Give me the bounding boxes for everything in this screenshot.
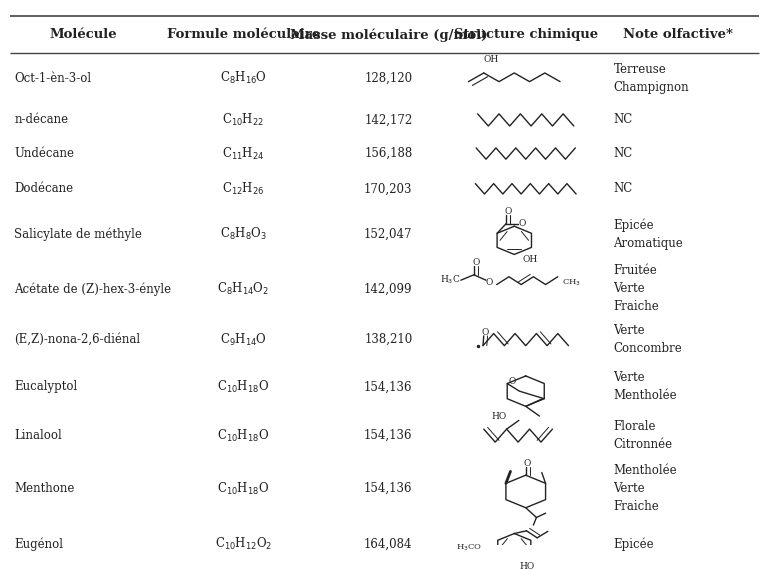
Text: O: O [504, 207, 511, 216]
Text: H$_3$C: H$_3$C [441, 274, 461, 287]
Text: O: O [472, 258, 480, 267]
Text: Fruitée
Verte
Fraiche: Fruitée Verte Fraiche [614, 264, 659, 314]
Text: Dodécane: Dodécane [15, 182, 73, 196]
Text: Menthone: Menthone [15, 482, 75, 495]
Text: NC: NC [614, 182, 633, 196]
Text: 170,203: 170,203 [364, 182, 412, 196]
Text: O: O [524, 459, 531, 468]
Text: 154,136: 154,136 [364, 482, 412, 495]
Text: C$_{10}$H$_{12}$O$_2$: C$_{10}$H$_{12}$O$_2$ [215, 536, 272, 552]
Text: Terreuse
Champignon: Terreuse Champignon [614, 63, 689, 93]
Text: Oct-1-èn-3-ol: Oct-1-èn-3-ol [15, 72, 92, 85]
Text: 154,136: 154,136 [364, 380, 412, 393]
Text: C$_{10}$H$_{18}$O: C$_{10}$H$_{18}$O [217, 378, 269, 395]
Text: Masse moléculaire (g/mol): Masse moléculaire (g/mol) [290, 28, 487, 42]
Text: C$_{12}$H$_{26}$: C$_{12}$H$_{26}$ [222, 181, 265, 197]
Text: Undécane: Undécane [15, 147, 75, 160]
Text: Florale
Citronnée: Florale Citronnée [614, 420, 673, 451]
Text: C$_{11}$H$_{24}$: C$_{11}$H$_{24}$ [222, 145, 265, 162]
Text: C$_8$H$_{14}$O$_2$: C$_8$H$_{14}$O$_2$ [217, 281, 269, 297]
Text: Mentholée
Verte
Fraiche: Mentholée Verte Fraiche [614, 464, 677, 513]
Text: 142,172: 142,172 [365, 113, 412, 127]
Text: Salicylate de méthyle: Salicylate de méthyle [15, 227, 142, 241]
Text: CH$_3$: CH$_3$ [562, 278, 581, 288]
Text: Verte
Concombre: Verte Concombre [614, 324, 682, 355]
Text: 152,047: 152,047 [364, 227, 412, 241]
Text: C$_{10}$H$_{18}$O: C$_{10}$H$_{18}$O [217, 428, 269, 443]
Text: Verte
Mentholée: Verte Mentholée [614, 371, 677, 402]
Text: OH: OH [522, 255, 538, 264]
Text: 138,210: 138,210 [365, 333, 412, 346]
Text: 128,120: 128,120 [365, 72, 412, 85]
Text: O: O [485, 278, 493, 287]
Text: OH: OH [484, 55, 499, 64]
Text: C$_9$H$_{14}$O: C$_9$H$_{14}$O [220, 332, 267, 348]
Text: 154,136: 154,136 [364, 429, 412, 442]
Text: NC: NC [614, 113, 633, 127]
Text: n-décane: n-décane [15, 113, 68, 127]
Text: 142,099: 142,099 [364, 282, 412, 295]
Text: NC: NC [614, 147, 633, 160]
Text: 164,084: 164,084 [364, 538, 412, 550]
Text: C$_{10}$H$_{18}$O: C$_{10}$H$_{18}$O [217, 481, 269, 497]
Text: C$_8$H$_8$O$_3$: C$_8$H$_8$O$_3$ [220, 226, 267, 242]
Text: Epicée: Epicée [614, 537, 654, 551]
Text: Linalool: Linalool [15, 429, 62, 442]
Text: 156,188: 156,188 [365, 147, 412, 160]
Text: O: O [481, 328, 489, 337]
Text: Epicée
Aromatique: Epicée Aromatique [614, 218, 684, 250]
Text: Note olfactive*: Note olfactive* [624, 28, 734, 41]
Text: Structure chimique: Structure chimique [454, 28, 598, 41]
Text: H$_3$CO: H$_3$CO [456, 542, 482, 552]
Text: O: O [518, 219, 526, 228]
Text: C$_8$H$_{16}$O: C$_8$H$_{16}$O [220, 70, 267, 86]
Text: O: O [508, 377, 515, 386]
Text: (E,Z)-nona-2,6-diénal: (E,Z)-nona-2,6-diénal [15, 333, 141, 346]
Text: Eucalyptol: Eucalyptol [15, 380, 78, 393]
Text: C$_{10}$H$_{22}$: C$_{10}$H$_{22}$ [222, 112, 265, 128]
Text: Molécule: Molécule [49, 28, 117, 41]
Text: HO: HO [519, 563, 534, 570]
Text: Formule moléculaire: Formule moléculaire [167, 28, 320, 41]
Text: Eugénol: Eugénol [15, 537, 63, 551]
Text: Acétate de (Z)-hex-3-ényle: Acétate de (Z)-hex-3-ényle [15, 282, 171, 296]
Text: HO: HO [491, 412, 507, 421]
